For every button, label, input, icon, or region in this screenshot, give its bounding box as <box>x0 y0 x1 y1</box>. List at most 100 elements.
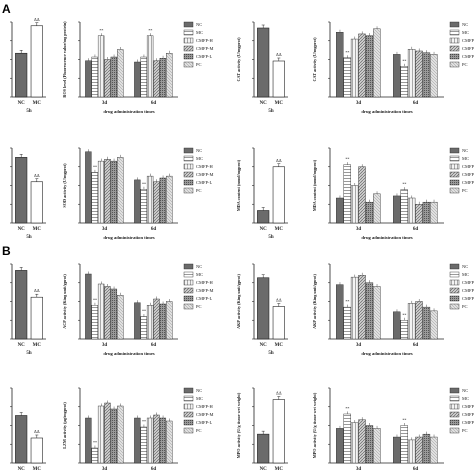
chart-5-sig-label: ** <box>142 181 146 186</box>
chart-13-bar <box>140 426 147 464</box>
chart-7-sig-label: ** <box>402 182 406 187</box>
chart-3-category-label: 3d <box>356 101 362 106</box>
chart-15-legend-swatch <box>449 427 460 434</box>
chart-15-category-label: 3d <box>356 467 362 472</box>
chart-1-legend-label: PC <box>196 62 202 67</box>
chart-5-bar <box>97 160 105 224</box>
chart-13-legend-swatch <box>183 387 194 394</box>
chart-11-sig-label: ** <box>402 312 406 317</box>
chart-9-bar <box>166 301 173 340</box>
chart-12-category-label: NC <box>18 467 26 472</box>
chart-15-sig-label: ** <box>402 418 406 423</box>
chart-5-bar <box>153 181 160 224</box>
chart-9-legend-swatch <box>183 279 194 286</box>
chart-5-bar <box>110 160 118 224</box>
chart-0-sig-label: ΔΔ <box>34 17 40 22</box>
chart-15-bar <box>373 428 381 464</box>
chart-9-bar <box>104 286 111 340</box>
chart-5-legend-swatch <box>183 179 194 186</box>
chart-15-legend-swatch <box>449 411 460 418</box>
chart-1-legend-label: MC <box>196 30 203 35</box>
chart-11-category-label: 6d <box>413 343 419 348</box>
chart-5-bar <box>134 179 141 224</box>
chart-3-legend-swatch <box>449 45 460 52</box>
chart-13-bar <box>117 405 124 464</box>
chart-9-sig-label: ** <box>93 297 97 302</box>
chart-3-sig-label: ** <box>345 50 349 55</box>
chart-15-legend-swatch <box>449 403 460 410</box>
chart-3-legend-label: CMFP-H <box>462 38 474 43</box>
chart-1-category-label: 3d <box>102 101 108 106</box>
chart-1-bar <box>91 56 98 98</box>
chart-13-bar <box>104 402 111 464</box>
chart-15-legend-swatch <box>449 395 460 402</box>
chart-5-legend-swatch <box>183 155 194 162</box>
chart-11-legend-swatch <box>449 287 460 294</box>
chart-5-bar <box>146 175 154 224</box>
chart-11-legend-swatch <box>449 263 460 270</box>
chart-1-bar <box>110 56 118 98</box>
chart-2-x-caption: 5h <box>268 109 274 114</box>
chart-10-bar <box>257 277 270 340</box>
chart-3-bar <box>393 54 401 98</box>
chart-7-category-label: 6d <box>413 227 419 232</box>
chart-11-bar <box>415 301 423 340</box>
chart-1-bar <box>104 59 111 98</box>
chart-13-legend-label: PC <box>196 428 202 433</box>
chart-9-legend-swatch <box>183 303 194 310</box>
chart-13-bar <box>146 417 154 464</box>
chart-8-category-label: MC <box>33 343 42 348</box>
chart-15-legend-swatch <box>449 387 460 394</box>
chart-5-bar <box>85 151 92 224</box>
chart-15-bar <box>400 425 408 464</box>
chart-15-legend-label: CMFP-H <box>462 404 474 409</box>
chart-8-bar <box>30 296 43 340</box>
chart-6-category-label: MC <box>275 227 284 232</box>
chart-13-ylabel: LZM activity (μg/mgprot) <box>62 402 67 449</box>
chart-7-bar <box>400 189 408 224</box>
chart-7-sig-label: ** <box>345 157 349 162</box>
chart-9-legend-swatch <box>183 271 194 278</box>
chart-9-bar <box>110 288 118 340</box>
chart-3-legend-label: PC <box>462 62 468 67</box>
chart-7-bar <box>350 185 359 224</box>
panel-letter-b: B <box>2 244 11 258</box>
chart-15-category-label: 6d <box>413 467 419 472</box>
chart-0-category-label: MC <box>33 101 42 106</box>
chart-11-legend-swatch <box>449 279 460 286</box>
chart-11-bar <box>343 306 351 340</box>
chart-8-x-caption: 5h <box>26 351 32 356</box>
chart-11-bar <box>430 310 438 340</box>
chart-6-category-label: NC <box>260 227 268 232</box>
chart-5-legend-label: CMFP-L <box>196 180 213 185</box>
chart-10-bar <box>272 306 285 340</box>
chart-14-bar <box>257 433 270 464</box>
chart-15-bar <box>430 436 438 464</box>
chart-2-category-label: MC <box>275 101 284 106</box>
chart-9-legend-swatch <box>183 295 194 302</box>
chart-6-sig-label: ΔΔ <box>276 158 282 163</box>
chart-1-bar <box>146 35 154 98</box>
chart-11-bar <box>373 286 381 340</box>
chart-3-bar <box>400 66 408 98</box>
chart-3-legend-swatch <box>449 53 460 60</box>
chart-13-category-label: 6d <box>151 467 157 472</box>
chart-3-legend-swatch <box>449 37 460 44</box>
chart-3-bar <box>407 49 416 98</box>
chart-13-bar <box>91 447 98 464</box>
chart-5-bar <box>140 189 147 224</box>
chart-9-xlabel: drug administration times <box>103 351 155 356</box>
chart-11-legend-label: MC <box>462 272 469 277</box>
chart-15-bar <box>415 436 423 464</box>
chart-13-bar <box>166 420 173 464</box>
chart-1-legend-label: CMFP-M <box>196 46 214 51</box>
chart-1-bar <box>166 53 173 98</box>
chart-12-category-label: MC <box>33 467 42 472</box>
chart-13-legend-label: CMFP-L <box>196 420 213 425</box>
chart-5-legend-label: MC <box>196 156 203 161</box>
chart-2-category-label: NC <box>260 101 268 106</box>
chart-13-legend-swatch <box>183 395 194 402</box>
chart-13-bar <box>97 405 105 464</box>
chart-1-ylabel: ROS level (Fluorescence value/mg protein… <box>62 21 67 98</box>
